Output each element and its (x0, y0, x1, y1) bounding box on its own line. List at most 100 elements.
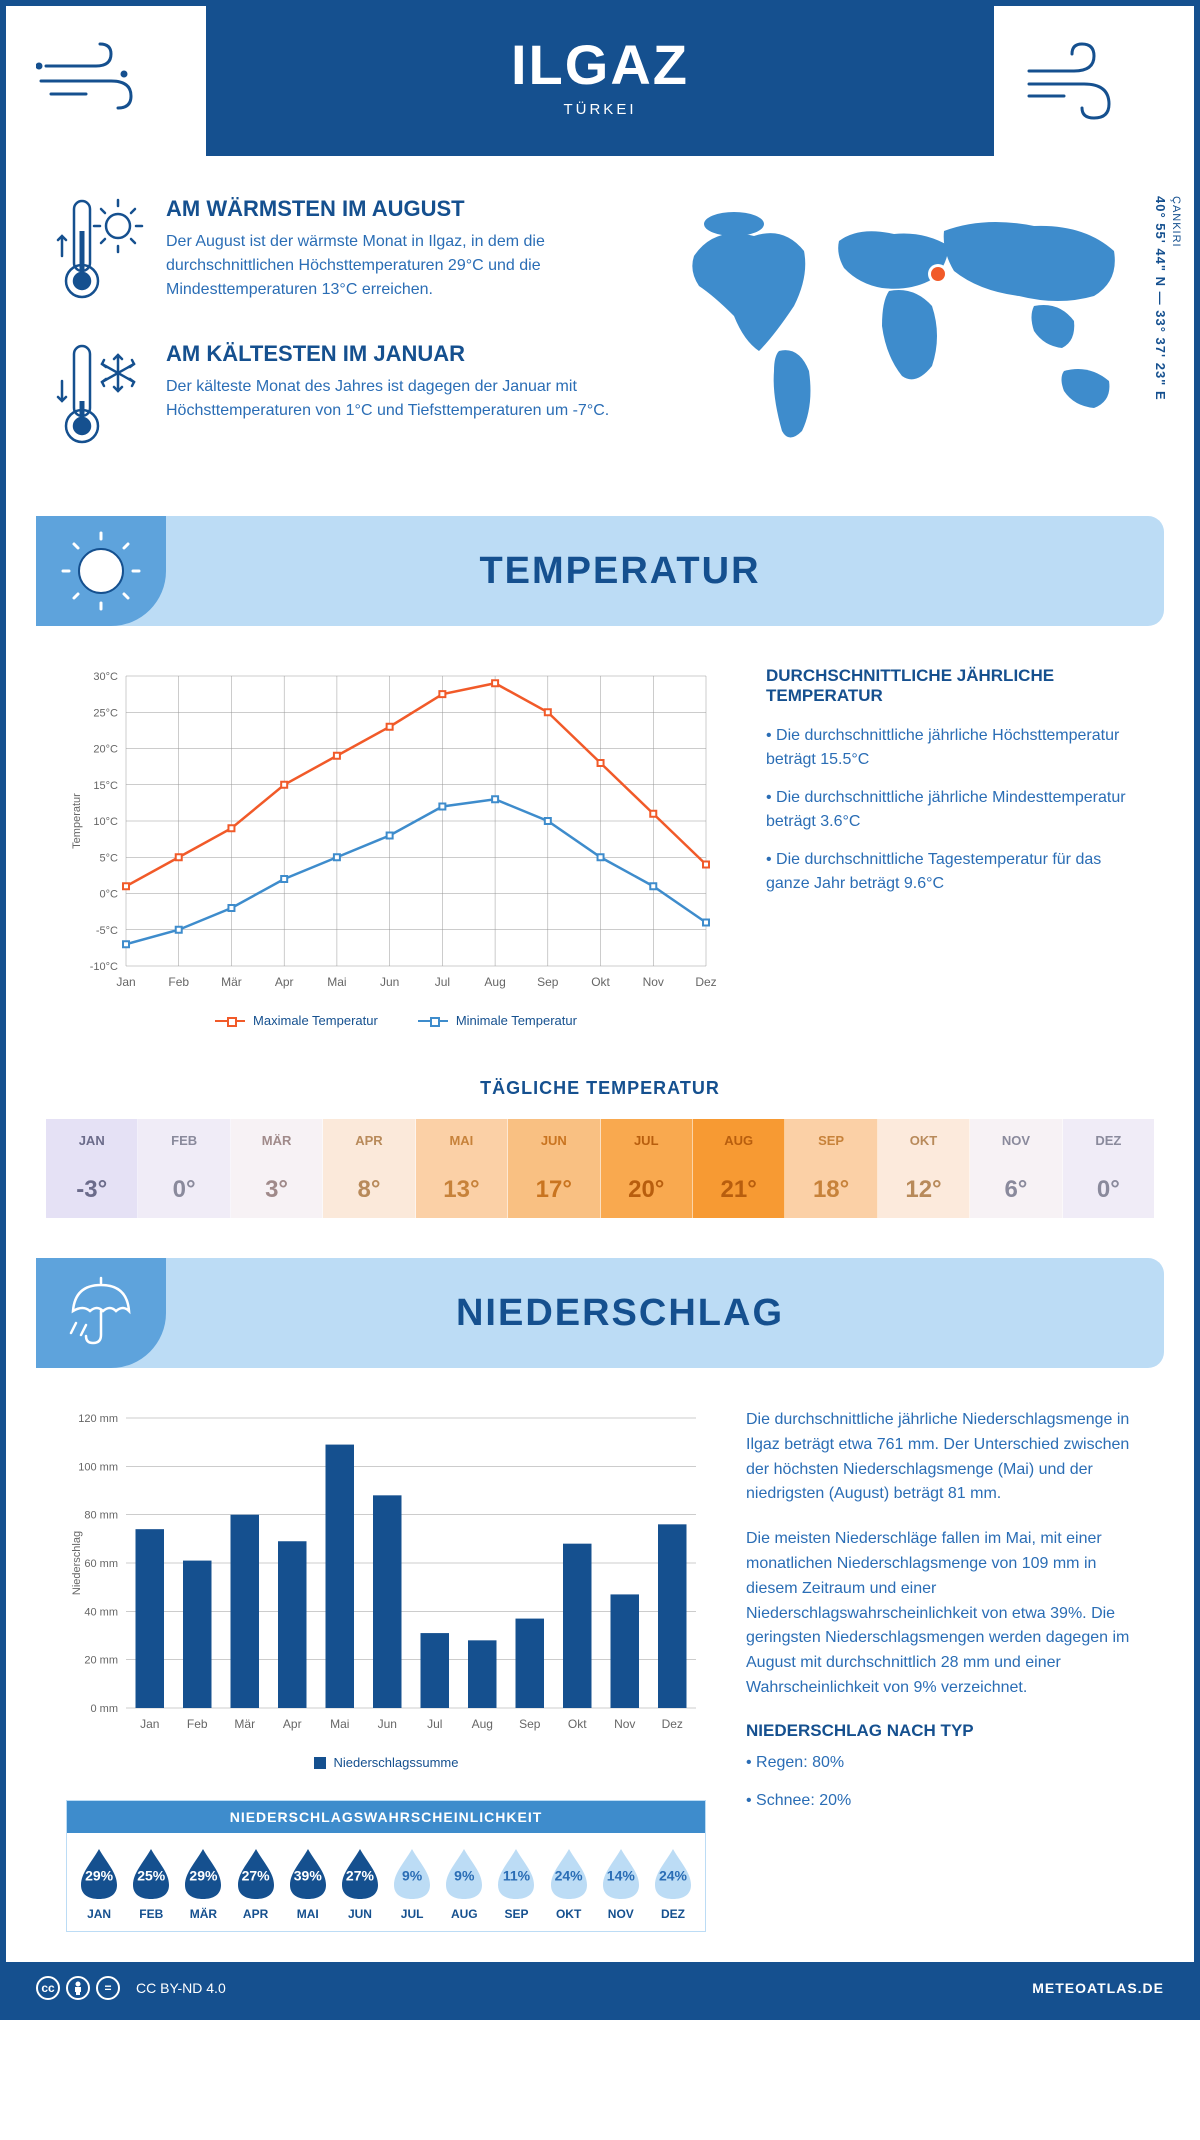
daily-temp-title: TÄGLICHE TEMPERATUR (6, 1078, 1194, 1099)
daily-cell: FEB0° (138, 1119, 230, 1218)
daily-cell: MÄR3° (231, 1119, 323, 1218)
daily-cell: JAN-3° (46, 1119, 138, 1218)
legend-min: Minimale Temperatur (456, 1013, 577, 1028)
probability-cell: 24%OKT (545, 1847, 593, 1921)
svg-text:Sep: Sep (537, 975, 559, 989)
svg-text:Okt: Okt (591, 975, 610, 989)
site-name: METEOATLAS.DE (1032, 1980, 1164, 1996)
daily-cell: DEZ0° (1063, 1119, 1154, 1218)
temp-bullet-2: • Die durchschnittliche jährliche Mindes… (766, 786, 1134, 834)
svg-text:Jan: Jan (116, 975, 135, 989)
svg-text:0 mm: 0 mm (91, 1703, 119, 1715)
warmest-text: Der August ist der wärmste Monat in Ilga… (166, 230, 634, 302)
precipitation-chart: 0 mm20 mm40 mm60 mm80 mm100 mm120 mmJanF… (66, 1408, 706, 1738)
svg-text:-5°C: -5°C (96, 925, 118, 937)
nd-icon: = (96, 1976, 120, 2000)
wind-swirl-icon (994, 6, 1194, 161)
probability-cell: 9%AUG (440, 1847, 488, 1921)
svg-text:20°C: 20°C (93, 744, 118, 756)
svg-text:Nov: Nov (614, 1717, 635, 1731)
temp-bullet-1: • Die durchschnittliche jährliche Höchst… (766, 724, 1134, 772)
svg-text:Dez: Dez (695, 975, 716, 989)
svg-text:Jan: Jan (140, 1717, 159, 1731)
header-decoration-left (6, 6, 206, 156)
warmest-fact: AM WÄRMSTEN IM AUGUST Der August ist der… (56, 196, 634, 311)
precipitation-heading: NIEDERSCHLAG (206, 1292, 1034, 1335)
svg-text:Aug: Aug (472, 1717, 493, 1731)
svg-text:Feb: Feb (187, 1717, 208, 1731)
precipitation-banner: NIEDERSCHLAG (36, 1258, 1164, 1368)
daily-cell: NOV6° (970, 1119, 1062, 1218)
daily-cell: MAI13° (416, 1119, 508, 1218)
precip-legend-label: Niederschlagssumme (334, 1755, 459, 1770)
svg-text:Apr: Apr (275, 975, 294, 989)
svg-text:Jul: Jul (435, 975, 450, 989)
svg-text:Jul: Jul (427, 1717, 442, 1731)
probability-cell: 9%JUL (388, 1847, 436, 1921)
temperature-section: -10°C-5°C0°C5°C10°C15°C20°C25°C30°CJanFe… (6, 626, 1194, 1058)
svg-text:30°C: 30°C (93, 671, 118, 683)
svg-text:5°C: 5°C (100, 852, 119, 864)
footer: cc = CC BY-ND 4.0 METEOATLAS.DE (6, 1962, 1194, 2014)
probability-cell: 11%SEP (492, 1847, 540, 1921)
world-map: ÇANKIRI 40° 55' 44" N — 33° 37' 23" E (664, 196, 1144, 486)
thermometer-snow-icon (56, 341, 146, 456)
svg-text:0°C: 0°C (100, 889, 119, 901)
svg-text:Mai: Mai (327, 975, 346, 989)
probability-cell: 29%MÄR (179, 1847, 227, 1921)
header-decoration-right (994, 6, 1194, 156)
thermometer-sun-icon (56, 196, 146, 311)
probability-cell: 25%FEB (127, 1847, 175, 1921)
temperature-banner: TEMPERATUR (36, 516, 1164, 626)
precip-paragraph-2: Die meisten Niederschläge fallen im Mai,… (746, 1527, 1134, 1701)
daily-cell: APR8° (323, 1119, 415, 1218)
temperature-heading: TEMPERATUR (206, 550, 1034, 593)
probability-cell: 24%DEZ (649, 1847, 697, 1921)
daily-cell: JUN17° (508, 1119, 600, 1218)
header: ILGAZ TÜRKEI (6, 6, 1194, 156)
probability-cell: 27%APR (232, 1847, 280, 1921)
svg-text:120 mm: 120 mm (78, 1413, 118, 1425)
svg-text:Jun: Jun (378, 1717, 397, 1731)
summary-section: AM WÄRMSTEN IM AUGUST Der August ist der… (6, 156, 1194, 516)
coldest-fact: AM KÄLTESTEN IM JANUAR Der kälteste Mona… (56, 341, 634, 456)
precip-snow: • Schnee: 20% (746, 1789, 1134, 1813)
temp-bullet-3: • Die durchschnittliche Tagestemperatur … (766, 848, 1134, 896)
precipitation-section: 0 mm20 mm40 mm60 mm80 mm100 mm120 mmJanF… (6, 1368, 1194, 1962)
umbrella-icon (36, 1258, 166, 1368)
svg-text:100 mm: 100 mm (78, 1461, 118, 1473)
region-label: ÇANKIRI (1170, 196, 1182, 248)
coldest-text: Der kälteste Monat des Jahres ist dagege… (166, 375, 634, 423)
precip-rain: • Regen: 80% (746, 1751, 1134, 1775)
wind-icon (6, 6, 206, 151)
probability-heading: NIEDERSCHLAGSWAHRSCHEINLICHKEIT (67, 1801, 705, 1833)
daily-cell: OKT12° (878, 1119, 970, 1218)
warmest-title: AM WÄRMSTEN IM AUGUST (166, 196, 634, 222)
svg-text:Feb: Feb (168, 975, 189, 989)
svg-text:Aug: Aug (484, 975, 505, 989)
license-text: CC BY-ND 4.0 (136, 1980, 226, 1996)
probability-cell: 39%MAI (284, 1847, 332, 1921)
svg-text:20 mm: 20 mm (84, 1655, 118, 1667)
svg-text:Mai: Mai (330, 1717, 349, 1731)
legend-max: Maximale Temperatur (253, 1013, 378, 1028)
daily-temp-table: JAN-3°FEB0°MÄR3°APR8°MAI13°JUN17°JUL20°A… (46, 1119, 1154, 1218)
coldest-title: AM KÄLTESTEN IM JANUAR (166, 341, 634, 367)
by-icon (66, 1976, 90, 2000)
svg-text:Sep: Sep (519, 1717, 541, 1731)
temp-legend: Maximale Temperatur Minimale Temperatur (66, 1013, 726, 1028)
sun-icon (36, 516, 166, 626)
svg-text:10°C: 10°C (93, 816, 118, 828)
probability-box: NIEDERSCHLAGSWAHRSCHEINLICHKEIT 29%JAN25… (66, 1800, 706, 1932)
probability-cell: 29%JAN (75, 1847, 123, 1921)
daily-cell: AUG21° (693, 1119, 785, 1218)
svg-text:60 mm: 60 mm (84, 1558, 118, 1570)
daily-cell: SEP18° (785, 1119, 877, 1218)
svg-text:Jun: Jun (380, 975, 399, 989)
svg-text:25°C: 25°C (93, 707, 118, 719)
svg-text:Mär: Mär (221, 975, 242, 989)
temp-info-heading: DURCHSCHNITTLICHE JÄHRLICHE TEMPERATUR (766, 666, 1134, 706)
svg-text:Temperatur: Temperatur (71, 793, 83, 849)
precip-paragraph-1: Die durchschnittliche jährliche Niedersc… (746, 1408, 1134, 1507)
probability-cell: 27%JUN (336, 1847, 384, 1921)
